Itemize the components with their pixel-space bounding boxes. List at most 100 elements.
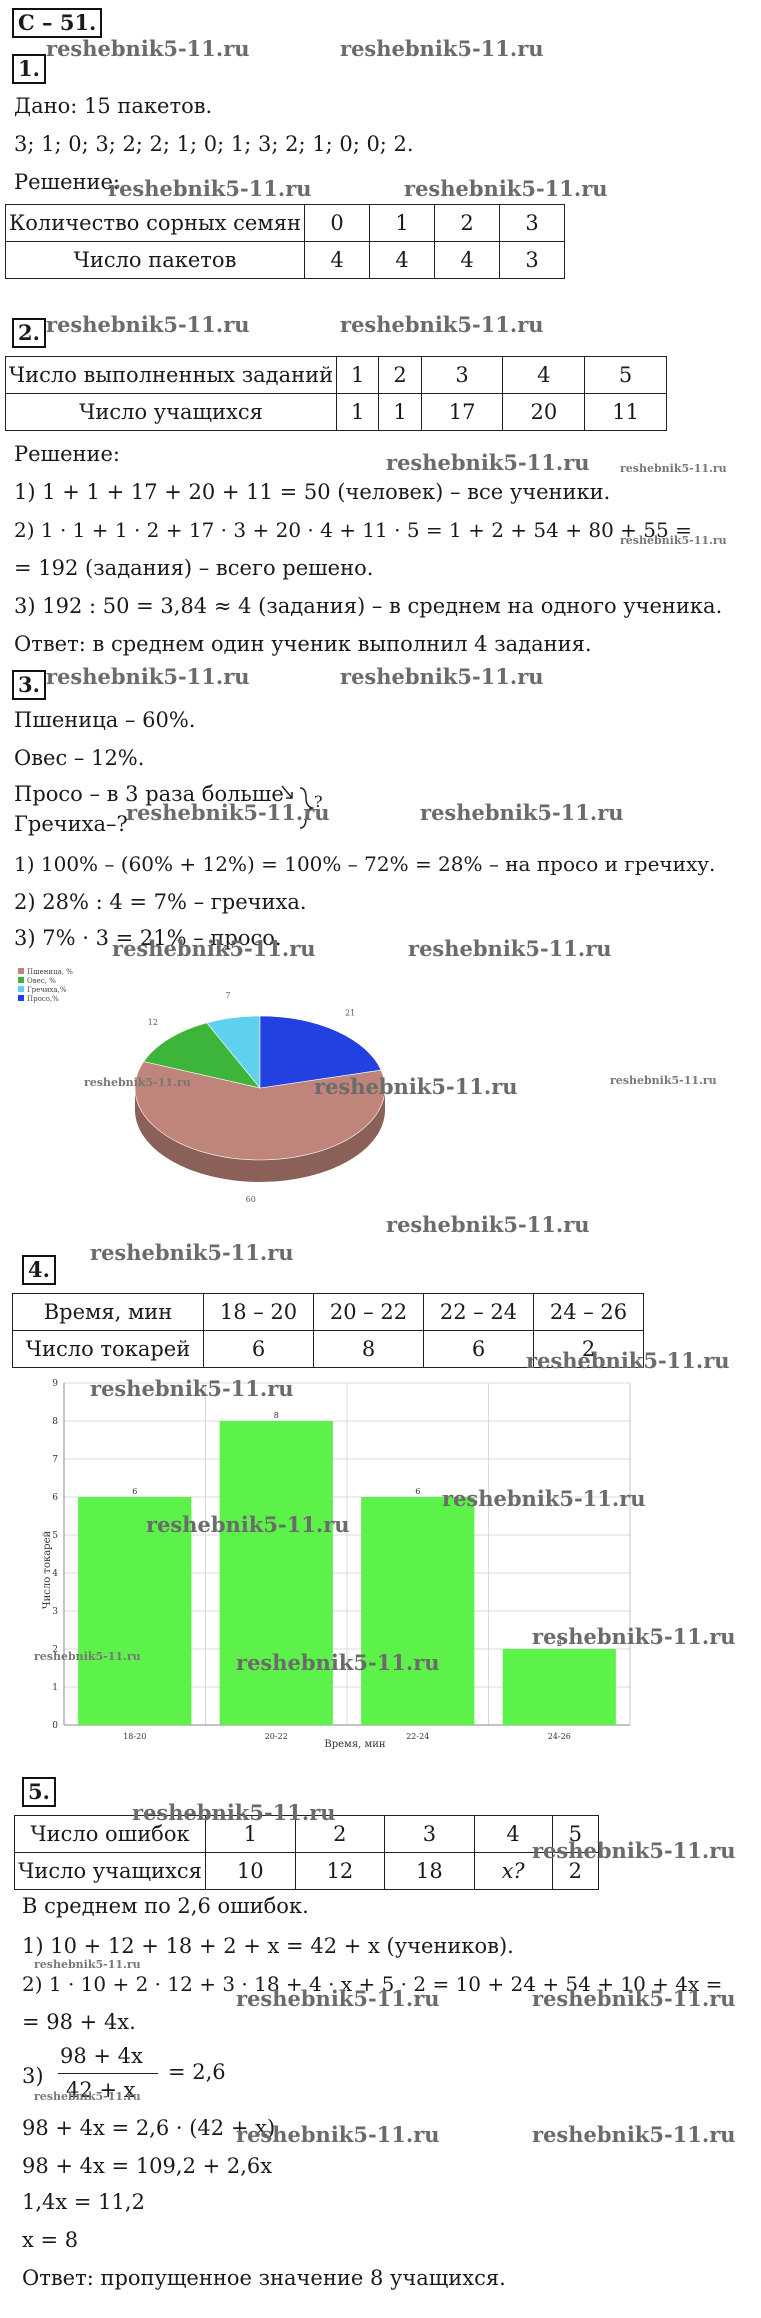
watermark: reshebnik5-11.ru [404, 176, 608, 201]
watermark: reshebnik5-11.ru [420, 800, 624, 825]
table-cell: 2 [378, 356, 422, 394]
y-tick-label: 5 [52, 1531, 58, 1541]
task3-question-mark: ? [314, 792, 323, 811]
brace-arrow-icon [281, 785, 315, 829]
table-cell: 24 – 26 [533, 1293, 644, 1331]
watermark: reshebnik5-11.ru [620, 462, 727, 475]
task4-table: Время, мин 18 – 20 20 – 22 22 – 24 24 – … [12, 1293, 644, 1368]
watermark: reshebnik5-11.ru [340, 664, 544, 689]
y-tick-label: 1 [52, 1683, 58, 1693]
task3-millet: Просо – в 3 раза больше [14, 782, 284, 806]
table-cell: 12 [294, 1852, 386, 1890]
watermark: reshebnik5-11.ru [314, 1074, 518, 1099]
table-cell: 22 – 24 [423, 1293, 534, 1331]
fraction-denominator: 42 + x [66, 2078, 136, 2102]
bar-chart: 0 1 2 3 4 5 6 7 8 9 18-20 20-22 22-24 24-26 6 8 6 2 Врем… [42, 1379, 631, 1750]
table-cell: 4 [304, 241, 370, 279]
task5-average: В среднем по 2,6 ошибок. [22, 1894, 309, 1918]
table-cell: Число выполненных заданий [5, 356, 337, 394]
table-cell: 2 [551, 1852, 600, 1890]
watermark: reshebnik5-11.ru [620, 534, 727, 547]
fraction-rhs: = 2,6 [168, 2060, 226, 2084]
pie-slice-side [135, 1088, 385, 1182]
task1-number: 1. [12, 54, 46, 84]
fraction-bar [58, 2073, 158, 2074]
y-tick-label: 7 [52, 1455, 58, 1465]
table-cell: Количество сорных семян [5, 204, 305, 242]
table-cell: 4 [502, 356, 586, 394]
watermark: reshebnik5-11.ru [610, 1074, 717, 1087]
task1-table: Количество сорных семян 0 1 2 3 Число па… [5, 204, 565, 279]
table-cell: 2 [294, 1815, 386, 1853]
task5-eq4: x = 8 [22, 2228, 79, 2252]
watermark: reshebnik5-11.ru [34, 1650, 141, 1663]
table-cell: 4 [473, 1815, 553, 1853]
task5-eq2: 98 + 4x = 109,2 + 2,6x [22, 2154, 273, 2178]
watermark: reshebnik5-11.ru [46, 664, 250, 689]
table-cell: 10 [205, 1852, 296, 1890]
watermark: reshebnik5-11.ru [340, 36, 544, 61]
task2-solution-label: Решение: [14, 442, 121, 466]
table-cell: 3 [420, 356, 504, 394]
task5-line1: 1) 10 + 12 + 18 + 2 + x = 42 + x (ученик… [22, 1934, 514, 1958]
watermark: reshebnik5-11.ru [532, 1838, 736, 1863]
watermark: reshebnik5-11.ru [112, 936, 316, 961]
task2-line2a: 2) 1 · 1 + 1 · 2 + 17 · 3 + 20 · 4 + 11 … [14, 518, 692, 542]
y-tick-label: 2 [52, 1645, 58, 1655]
table-cell: 2 [434, 204, 500, 242]
task5-eq1: 98 + 4x = 2,6 · (42 + x) [22, 2116, 276, 2140]
bar [361, 1497, 475, 1725]
task5-number: 5. [22, 1777, 56, 1807]
watermark: reshebnik5-11.ru [386, 450, 590, 475]
task2-line1: 1) 1 + 1 + 17 + 20 + 11 = 50 (человек) –… [14, 480, 611, 504]
x-tick-label: 24-26 [548, 1732, 571, 1741]
x-tick-label: 18-20 [123, 1732, 146, 1741]
watermark: reshebnik5-11.ru [90, 1240, 294, 1265]
pie-slice [134, 1061, 386, 1161]
bar-data-label: 2 [557, 1639, 562, 1648]
bar-data-label: 6 [132, 1487, 137, 1496]
table-cell: 11 [584, 393, 667, 431]
table-cell: Время, мин [12, 1293, 204, 1331]
task5-eq3: 1,4x = 11,2 [22, 2190, 145, 2214]
pie-body [134, 1015, 386, 1182]
y-tick-label: 0 [52, 1721, 58, 1731]
task2-table: Число выполненных заданий 1 2 3 4 5 Числ… [5, 356, 667, 431]
table-cell: 1 [335, 393, 380, 431]
watermark: reshebnik5-11.ru [108, 176, 312, 201]
pie-data-label: 60 [246, 1195, 256, 1204]
watermark: reshebnik5-11.ru [236, 1986, 440, 2011]
task5-line3-prefix: 3) [22, 2064, 44, 2088]
task1-sequence: 3; 1; 0; 3; 2; 2; 1; 0; 1; 3; 2; 1; 0; 0… [14, 132, 414, 156]
legend-swatch [18, 995, 24, 1001]
watermark: reshebnik5-11.ru [340, 312, 544, 337]
task4-number: 4. [22, 1255, 56, 1285]
legend-label: Овес, % [27, 977, 56, 985]
table-cell: 3 [384, 1815, 475, 1853]
table-cell: 2 [533, 1330, 644, 1368]
watermark: reshebnik5-11.ru [46, 36, 250, 61]
task3-line3: 3) 7% · 3 = 21% – просо. [14, 926, 282, 950]
table-cell: 18 [384, 1852, 475, 1890]
watermark: reshebnik5-11.ru [386, 1212, 590, 1237]
task3-oats: Овес – 12%. [14, 746, 145, 770]
y-axis-label: Число токарей [42, 1531, 53, 1610]
bar [502, 1649, 616, 1725]
pie-data-label: 21 [345, 1008, 355, 1017]
table-cell: 8 [313, 1330, 424, 1368]
task2-answer: Ответ: в среднем один ученик выполнил 4 … [14, 632, 592, 656]
y-tick-label: 8 [52, 1417, 58, 1427]
pie-slice [143, 1022, 261, 1089]
watermark: reshebnik5-11.ru [236, 1650, 440, 1675]
y-tick-label: 9 [52, 1379, 58, 1389]
pie-chart: Пшеница, %Овес, %Гречиха,%Просо,% 60 12 7 2… [18, 968, 386, 1204]
task1-given: Дано: 15 пакетов. [14, 94, 213, 118]
bar-data-label: 8 [274, 1411, 279, 1420]
watermark: reshebnik5-11.ru [532, 2122, 736, 2147]
x-tick-label: 22-24 [406, 1732, 429, 1741]
table-cell: 1 [205, 1815, 296, 1853]
table-cell: 1 [369, 204, 435, 242]
task3-wheat: Пшеница – 60%. [14, 708, 196, 732]
bar-data-label: 6 [415, 1487, 420, 1496]
watermark: reshebnik5-11.ru [146, 1512, 350, 1537]
